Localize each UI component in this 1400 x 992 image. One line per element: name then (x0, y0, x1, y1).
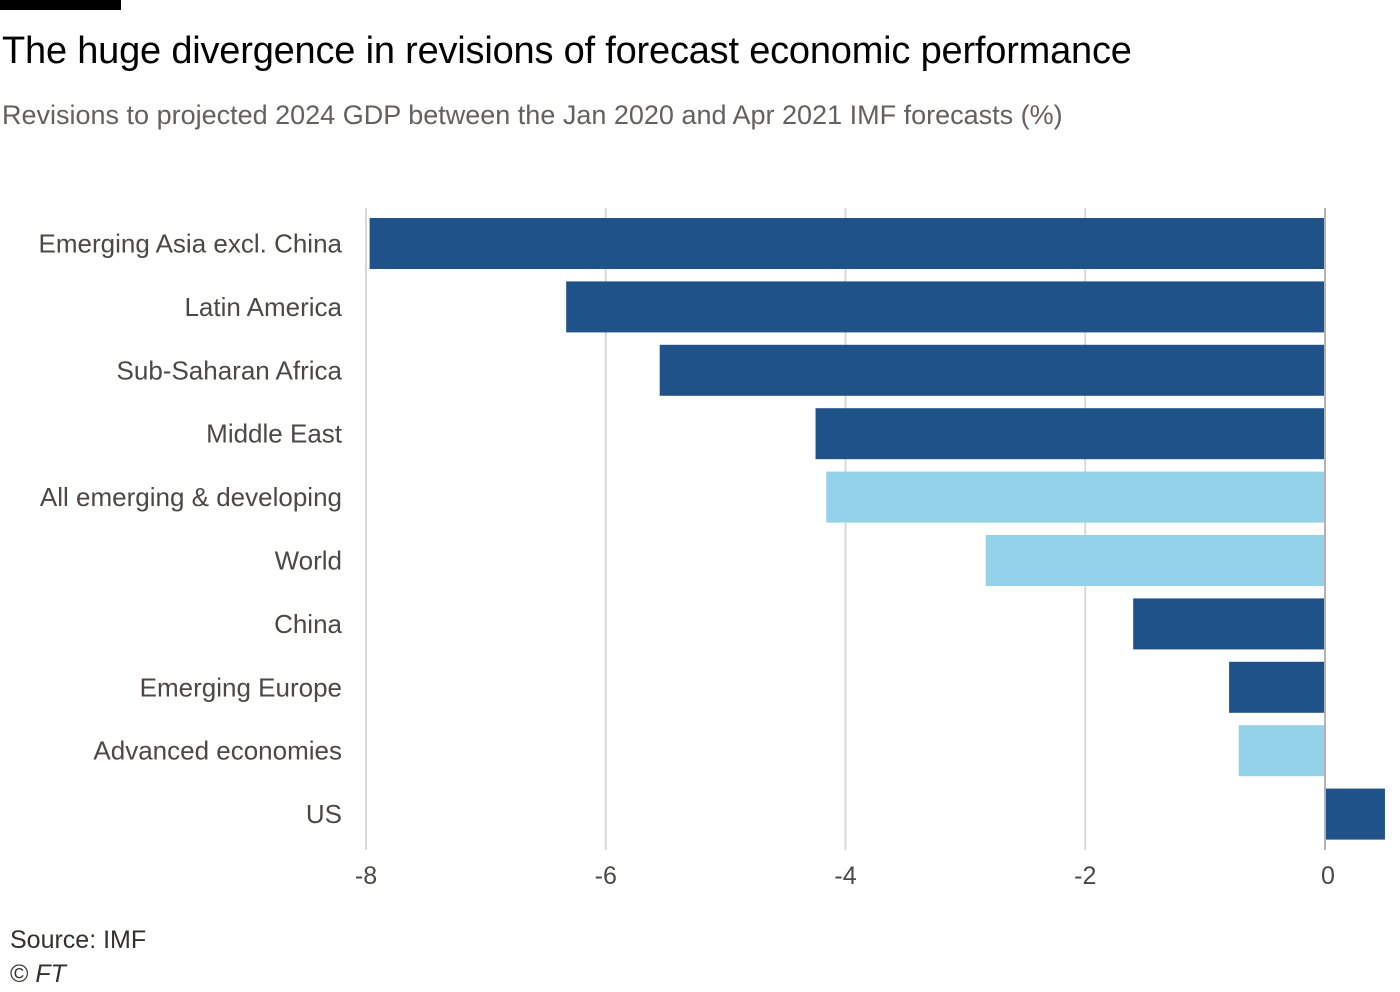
category-label: China (274, 609, 342, 639)
copyright-owner: FT (35, 960, 66, 988)
category-label: All emerging & developing (40, 482, 342, 512)
category-label: World (275, 546, 342, 576)
bar (1229, 661, 1325, 713)
x-tick-label: -2 (1074, 862, 1096, 890)
category-label: US (306, 799, 342, 829)
bar (1325, 788, 1385, 840)
copyright-symbol: © (10, 960, 29, 988)
bar (659, 344, 1325, 396)
category-label: Emerging Asia excl. China (39, 229, 343, 259)
category-label: Latin America (184, 292, 342, 322)
chart-title: The huge divergence in revisions of fore… (2, 30, 1132, 72)
category-label: Emerging Europe (140, 672, 342, 702)
bar (369, 218, 1325, 269)
bars (369, 218, 1385, 840)
x-tick-labels: -8 -6 -4 -2 0 (355, 862, 1335, 890)
bar (815, 408, 1325, 460)
bar (826, 471, 1325, 523)
x-tick-label: -4 (834, 862, 856, 890)
x-tick-label: -6 (595, 862, 617, 890)
bar (1133, 598, 1325, 650)
source-note: Source: IMF (10, 926, 147, 954)
category-label: Advanced economies (93, 736, 342, 766)
x-tick-label: -8 (355, 862, 377, 890)
category-label: Sub-Saharan Africa (117, 355, 343, 385)
chart-subtitle: Revisions to projected 2024 GDP between … (2, 100, 1063, 130)
bar (566, 281, 1325, 333)
category-label: Middle East (206, 419, 343, 449)
bar (1238, 725, 1325, 777)
top-rule (0, 0, 121, 10)
copyright-note: © FT (10, 958, 66, 990)
x-tick-label: 0 (1321, 862, 1335, 890)
category-labels: Emerging Asia excl. China Latin America Su… (39, 229, 343, 830)
bar (985, 535, 1325, 586)
